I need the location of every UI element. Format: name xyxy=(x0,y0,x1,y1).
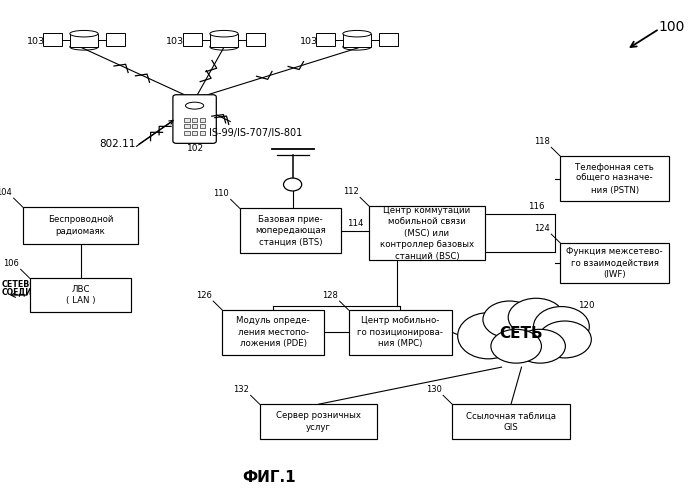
Text: Центр мобильно-
го позиционирова-
ния (MPC): Центр мобильно- го позиционирова- ния (M… xyxy=(358,316,443,348)
FancyBboxPatch shape xyxy=(316,33,335,46)
Ellipse shape xyxy=(210,44,238,50)
FancyBboxPatch shape xyxy=(184,124,190,128)
Ellipse shape xyxy=(70,44,98,50)
Ellipse shape xyxy=(210,30,238,37)
FancyBboxPatch shape xyxy=(452,404,570,439)
Text: 114: 114 xyxy=(347,219,363,228)
Text: Беспроводной
радиомаяк: Беспроводной радиомаяк xyxy=(48,215,113,236)
Text: 103: 103 xyxy=(166,37,184,46)
Text: Телефонная сеть
общего назначе-
ния (PSTN): Телефонная сеть общего назначе- ния (PST… xyxy=(575,163,654,194)
Ellipse shape xyxy=(483,301,536,338)
FancyBboxPatch shape xyxy=(184,118,190,122)
Ellipse shape xyxy=(343,44,371,50)
Text: 103: 103 xyxy=(27,37,45,46)
Circle shape xyxy=(284,178,302,191)
FancyBboxPatch shape xyxy=(199,118,205,122)
Text: Ссылочная таблица
GIS: Ссылочная таблица GIS xyxy=(466,411,556,432)
Text: ФИГ.1: ФИГ.1 xyxy=(243,470,296,485)
FancyBboxPatch shape xyxy=(199,124,205,128)
Text: 108: 108 xyxy=(37,305,54,313)
Text: 112: 112 xyxy=(343,187,358,196)
FancyBboxPatch shape xyxy=(370,206,484,260)
Ellipse shape xyxy=(343,30,371,37)
Ellipse shape xyxy=(462,309,581,358)
Text: СЕТЕВОЕ: СЕТЕВОЕ xyxy=(1,280,42,289)
FancyBboxPatch shape xyxy=(199,131,205,135)
Ellipse shape xyxy=(538,321,592,358)
Text: IS-99/IS-707/IS-801: IS-99/IS-707/IS-801 xyxy=(209,128,302,138)
Text: 104: 104 xyxy=(0,188,13,197)
Text: 130: 130 xyxy=(426,385,442,394)
FancyBboxPatch shape xyxy=(210,34,238,47)
Ellipse shape xyxy=(508,298,564,336)
FancyBboxPatch shape xyxy=(560,156,669,201)
Ellipse shape xyxy=(458,312,519,359)
Ellipse shape xyxy=(186,102,204,109)
FancyBboxPatch shape xyxy=(43,33,62,46)
FancyBboxPatch shape xyxy=(379,33,398,46)
Text: Функция межсетево-
го взаимодействия
(IWF): Функция межсетево- го взаимодействия (IW… xyxy=(566,247,663,279)
Ellipse shape xyxy=(70,30,98,37)
FancyBboxPatch shape xyxy=(30,278,132,312)
Text: 100: 100 xyxy=(658,20,685,34)
FancyBboxPatch shape xyxy=(184,131,190,135)
FancyBboxPatch shape xyxy=(560,243,669,283)
Text: Сервер розничных
услуг: Сервер розничных услуг xyxy=(276,411,361,432)
Text: СЕТЬ: СЕТЬ xyxy=(500,326,543,341)
Text: ЛВС
( LAN ): ЛВС ( LAN ) xyxy=(66,285,95,306)
Text: 118: 118 xyxy=(534,137,550,146)
Text: Базовая прие-
мопередающая
станция (BTS): Базовая прие- мопередающая станция (BTS) xyxy=(255,215,326,247)
Text: 124: 124 xyxy=(534,224,550,233)
Ellipse shape xyxy=(515,329,566,363)
FancyBboxPatch shape xyxy=(192,124,197,128)
Text: 110: 110 xyxy=(214,189,229,198)
FancyBboxPatch shape xyxy=(260,404,377,439)
Text: 128: 128 xyxy=(322,291,338,300)
Text: СОЕДИНЕНИЕ: СОЕДИНЕНИЕ xyxy=(1,287,62,296)
FancyBboxPatch shape xyxy=(106,33,125,46)
FancyBboxPatch shape xyxy=(239,208,341,253)
Text: 120: 120 xyxy=(578,301,595,310)
FancyBboxPatch shape xyxy=(192,131,197,135)
Text: 106: 106 xyxy=(4,259,20,268)
FancyBboxPatch shape xyxy=(246,33,265,46)
FancyBboxPatch shape xyxy=(343,34,371,47)
FancyBboxPatch shape xyxy=(70,34,98,47)
FancyBboxPatch shape xyxy=(183,33,202,46)
FancyBboxPatch shape xyxy=(223,310,323,355)
Text: 132: 132 xyxy=(233,385,249,394)
Text: Центр коммутации
мобильной связи
(MSC) или
контроллер базовых
станций (BSC): Центр коммутации мобильной связи (MSC) и… xyxy=(380,206,474,260)
FancyBboxPatch shape xyxy=(349,310,452,355)
FancyBboxPatch shape xyxy=(173,95,216,143)
Text: 802.11: 802.11 xyxy=(99,139,136,149)
Text: 102: 102 xyxy=(188,144,204,153)
Ellipse shape xyxy=(533,307,589,347)
Text: Модуль опреде-
ления местопо-
ложения (PDE): Модуль опреде- ления местопо- ложения (P… xyxy=(236,316,310,348)
Text: 126: 126 xyxy=(196,291,211,300)
Ellipse shape xyxy=(491,329,541,363)
Text: 103: 103 xyxy=(300,37,318,46)
FancyBboxPatch shape xyxy=(192,118,197,122)
FancyBboxPatch shape xyxy=(22,207,139,244)
Text: 116: 116 xyxy=(528,202,545,211)
